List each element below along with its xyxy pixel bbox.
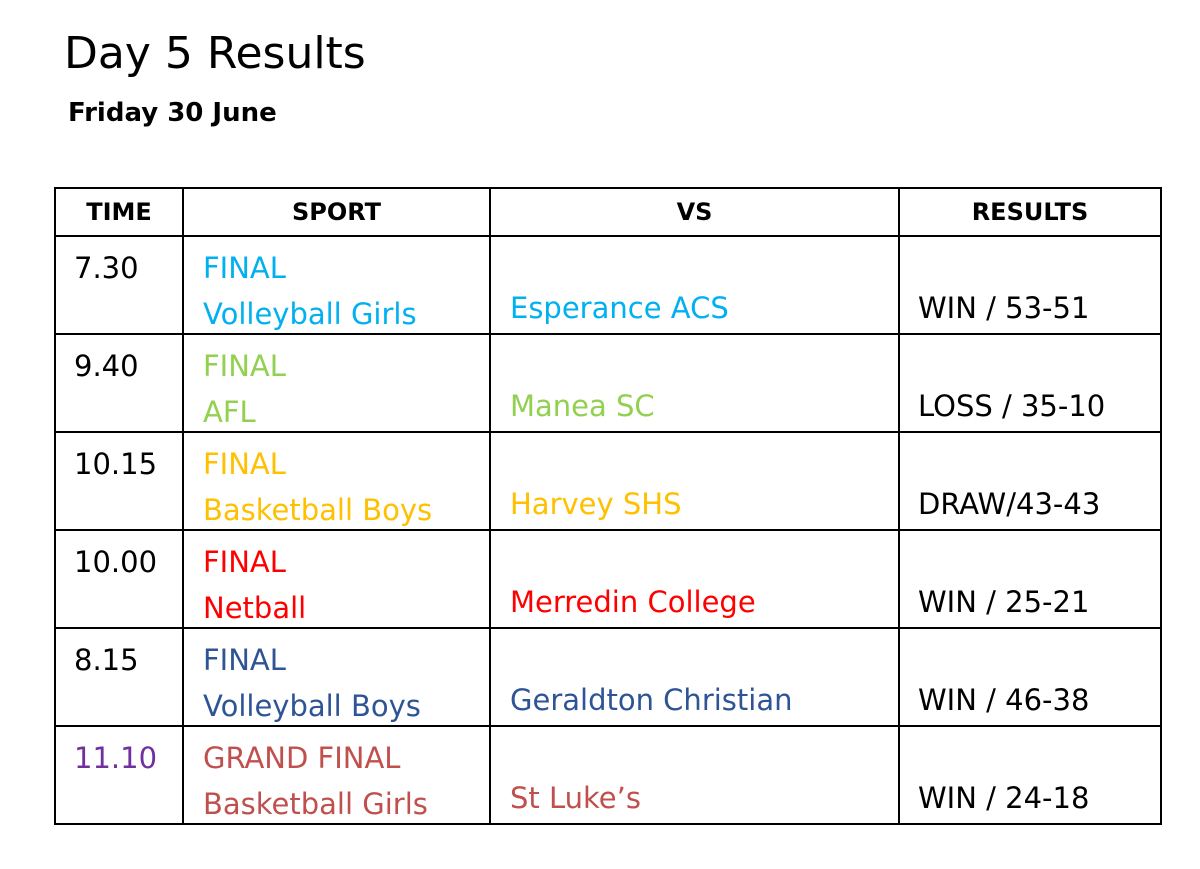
vs-cell: Harvey SHS	[489, 431, 900, 531]
match-stage: FINAL	[203, 545, 286, 579]
match-stage: FINAL	[203, 349, 286, 383]
sport-name: Volleyball Girls	[203, 297, 417, 331]
sport-name: Volleyball Boys	[203, 689, 421, 723]
result-cell: LOSS / 35-10	[898, 333, 1162, 433]
time-cell: 8.15	[54, 627, 184, 727]
sport-cell: FINAL AFL	[182, 333, 491, 433]
vs-cell: St Luke’s	[489, 725, 900, 825]
match-time: 10.15	[74, 447, 158, 481]
match-stage: FINAL	[203, 447, 286, 481]
result-cell: WIN / 24-18	[898, 725, 1162, 825]
page-date: Friday 30 June	[68, 98, 277, 128]
table-row: 7.30 FINAL Volleyball Girls Esperance ACS WI…	[54, 235, 1162, 335]
results-table-body: 7.30 FINAL Volleyball Girls Esperance ACS WI…	[54, 235, 1162, 825]
table-row: 8.15 FINAL Volleyball Boys Geraldton Christ…	[54, 627, 1162, 727]
time-cell: 11.10	[54, 725, 184, 825]
table-header-row: TIME SPORT VS RESULTS	[54, 187, 1162, 237]
sport-name: Netball	[203, 591, 307, 625]
column-header-results: RESULTS	[898, 187, 1162, 237]
vs-cell: Esperance ACS	[489, 235, 900, 335]
column-header-sport: SPORT	[182, 187, 491, 237]
match-time: 7.30	[74, 251, 139, 285]
results-table: TIME SPORT VS RESULTS 7.30 FINAL Volleybal…	[54, 187, 1162, 825]
time-cell: 10.15	[54, 431, 184, 531]
sport-cell: GRAND FINAL Basketball Girls	[182, 725, 491, 825]
opponent-name: Manea SC	[510, 389, 655, 423]
match-result: WIN / 25-21	[918, 585, 1090, 619]
result-cell: WIN / 53-51	[898, 235, 1162, 335]
opponent-name: Geraldton Christian	[510, 683, 793, 717]
match-time: 10.00	[74, 545, 158, 579]
sport-name: Basketball Girls	[203, 787, 428, 821]
table-row: 9.40 FINAL AFL Manea SC LOSS / 35-10	[54, 333, 1162, 433]
match-time: 11.10	[74, 741, 158, 775]
sport-cell: FINAL Netball	[182, 529, 491, 629]
column-header-time: TIME	[54, 187, 184, 237]
match-result: WIN / 53-51	[918, 291, 1090, 325]
vs-cell: Geraldton Christian	[489, 627, 900, 727]
opponent-name: Merredin College	[510, 585, 756, 619]
result-cell: WIN / 46-38	[898, 627, 1162, 727]
match-stage: FINAL	[203, 251, 286, 285]
sport-cell: FINAL Volleyball Boys	[182, 627, 491, 727]
match-result: WIN / 24-18	[918, 781, 1090, 815]
time-cell: 10.00	[54, 529, 184, 629]
result-cell: WIN / 25-21	[898, 529, 1162, 629]
match-stage: GRAND FINAL	[203, 741, 401, 775]
table-row: 10.15 FINAL Basketball Boys Harvey SHS DRAW/…	[54, 431, 1162, 531]
table-row: 11.10 GRAND FINAL Basketball Girls St Luke’…	[54, 725, 1162, 825]
time-cell: 9.40	[54, 333, 184, 433]
sport-name: Basketball Boys	[203, 493, 433, 527]
vs-cell: Merredin College	[489, 529, 900, 629]
opponent-name: St Luke’s	[510, 781, 641, 815]
column-header-vs: VS	[489, 187, 900, 237]
sport-name: AFL	[203, 395, 256, 429]
match-result: DRAW/43-43	[918, 487, 1101, 521]
opponent-name: Esperance ACS	[510, 291, 729, 325]
match-time: 9.40	[74, 349, 139, 383]
table-row: 10.00 FINAL Netball Merredin College WIN / 2…	[54, 529, 1162, 629]
page-title: Day 5 Results	[64, 28, 366, 79]
match-result: WIN / 46-38	[918, 683, 1090, 717]
result-cell: DRAW/43-43	[898, 431, 1162, 531]
sport-cell: FINAL Basketball Boys	[182, 431, 491, 531]
vs-cell: Manea SC	[489, 333, 900, 433]
match-stage: FINAL	[203, 643, 286, 677]
opponent-name: Harvey SHS	[510, 487, 682, 521]
sport-cell: FINAL Volleyball Girls	[182, 235, 491, 335]
match-time: 8.15	[74, 643, 139, 677]
time-cell: 7.30	[54, 235, 184, 335]
match-result: LOSS / 35-10	[918, 389, 1106, 423]
